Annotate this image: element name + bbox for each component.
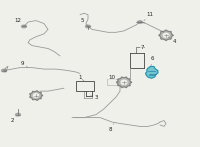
Text: 4: 4 [168, 37, 176, 44]
Polygon shape [30, 91, 43, 100]
Text: 5: 5 [80, 18, 86, 25]
Text: 8: 8 [108, 123, 114, 132]
Text: 9: 9 [20, 61, 28, 68]
Circle shape [163, 33, 169, 37]
Circle shape [33, 94, 39, 97]
Text: 2: 2 [10, 117, 16, 123]
Text: 10: 10 [109, 75, 120, 82]
Ellipse shape [86, 25, 90, 28]
Ellipse shape [2, 69, 6, 72]
Ellipse shape [138, 21, 142, 23]
Text: 6: 6 [150, 56, 154, 66]
Text: 1: 1 [78, 75, 84, 81]
Bar [76, 81, 94, 91]
Polygon shape [116, 77, 132, 88]
Circle shape [121, 80, 127, 84]
Text: 11: 11 [144, 12, 154, 21]
Text: 3: 3 [91, 95, 98, 100]
Text: 7: 7 [138, 45, 144, 51]
Ellipse shape [16, 113, 21, 116]
Text: 12: 12 [14, 18, 24, 26]
Polygon shape [146, 66, 158, 78]
Polygon shape [159, 30, 173, 40]
Ellipse shape [22, 25, 26, 28]
Bar [107, 79, 117, 85]
